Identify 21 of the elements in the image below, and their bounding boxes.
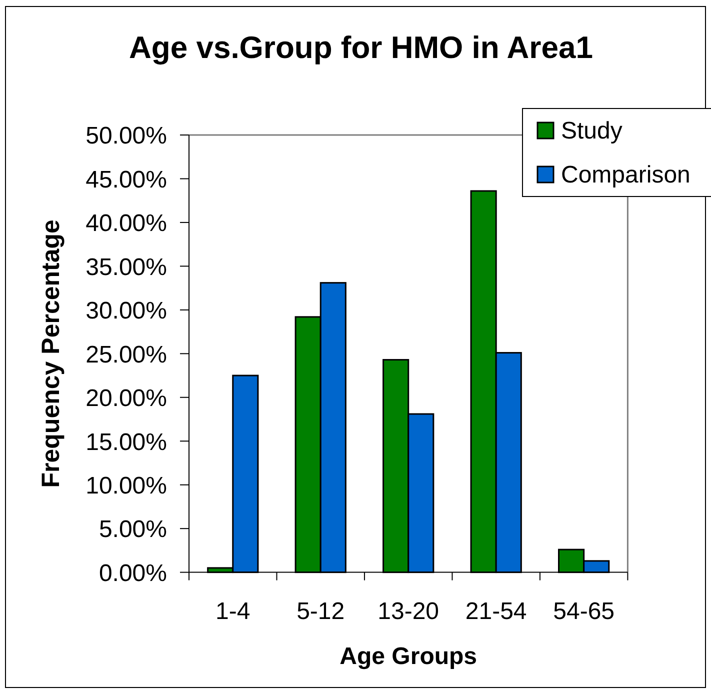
legend-label: Comparison	[561, 162, 690, 188]
y-tick-label: 5.00%	[98, 516, 167, 544]
y-tick-label: 50.00%	[86, 122, 167, 150]
y-tick-label: 30.00%	[86, 298, 167, 325]
y-tick-label: 20.00%	[86, 385, 167, 412]
x-tick-label: 21-54	[465, 598, 527, 625]
x-tick-label: 13-20	[378, 598, 440, 625]
x-tick-label: 1-4	[216, 598, 250, 625]
chart-title: Age vs.Group for HMO in Area1	[129, 30, 593, 65]
y-axis-title: Frequency Percentage	[37, 219, 65, 488]
y-tick-label: 35.00%	[86, 254, 167, 281]
y-tick-label: 45.00%	[86, 166, 167, 194]
y-tick-label: 10.00%	[86, 472, 167, 500]
x-tick-label: 5-12	[296, 598, 345, 625]
y-tick-label: 15.00%	[86, 428, 167, 456]
x-tick-label: 54-65	[553, 598, 615, 625]
y-tick-label: 25.00%	[86, 341, 167, 368]
x-axis-title: Age Groups	[340, 643, 478, 670]
y-tick-label: 0.00%	[98, 560, 167, 587]
y-tick-label: 40.00%	[86, 210, 167, 238]
legend-label: Study	[561, 118, 622, 144]
